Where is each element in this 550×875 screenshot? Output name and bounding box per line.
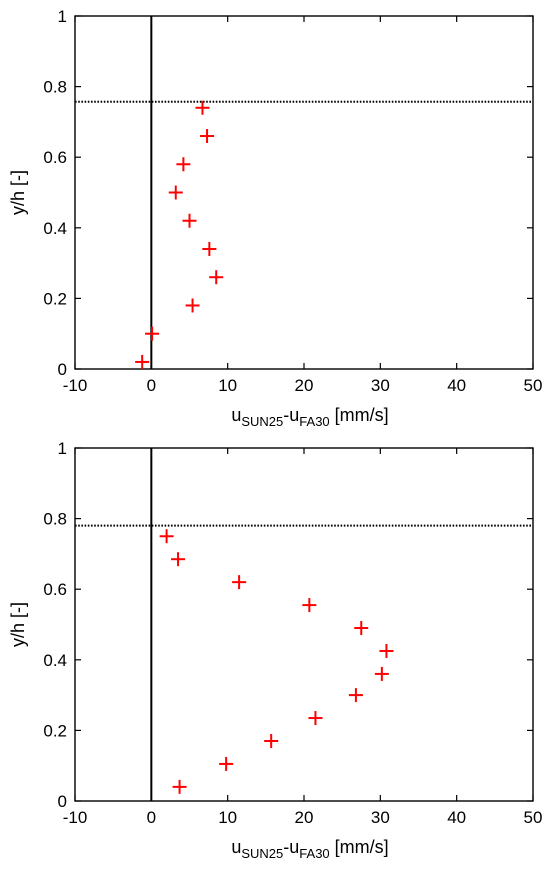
x-axis-label: uSUN25-uFA30 [mm/s] xyxy=(231,405,388,429)
x-axis-label-part: [mm/s] xyxy=(330,405,389,425)
x-tick-label: 40 xyxy=(447,376,466,395)
y-tick-label: 0.8 xyxy=(43,510,67,529)
y-tick-label: 0.6 xyxy=(43,148,67,167)
data-point xyxy=(202,241,217,256)
y-tick-label: 0.2 xyxy=(43,721,67,740)
x-tick-label: 20 xyxy=(295,808,314,827)
x-tick-label: -10 xyxy=(63,808,88,827)
data-point xyxy=(182,213,197,228)
y-tick-label: 0.6 xyxy=(43,580,67,599)
data-point xyxy=(168,185,183,200)
x-axis-label-subscript: SUN25 xyxy=(241,846,283,861)
y-tick-label: 0.2 xyxy=(43,289,67,308)
y-tick-label: 0 xyxy=(58,792,67,811)
data-point xyxy=(185,298,200,313)
data-point xyxy=(209,270,224,285)
data-point xyxy=(308,711,323,726)
x-axis-label-subscript: FA30 xyxy=(299,846,329,861)
y-tick-label: 0.4 xyxy=(43,651,67,670)
data-point xyxy=(172,779,187,794)
x-axis-label-part: u xyxy=(231,405,241,425)
x-tick-label: 0 xyxy=(147,376,156,395)
data-point xyxy=(379,643,394,658)
plot-frame xyxy=(74,15,534,370)
data-point xyxy=(200,129,215,144)
x-axis-label-subscript: FA30 xyxy=(299,414,329,429)
x-tick-label: 30 xyxy=(371,376,390,395)
x-axis-label-part: -u xyxy=(283,837,299,857)
y-tick-label: 0.8 xyxy=(43,78,67,97)
x-tick-label: 10 xyxy=(218,808,237,827)
x-axis-label-part: -u xyxy=(283,405,299,425)
x-tick-label: 0 xyxy=(147,808,156,827)
data-point xyxy=(232,575,247,590)
x-tick-label: 50 xyxy=(524,808,543,827)
x-axis-label-part: [mm/s] xyxy=(330,837,389,857)
x-tick-label: 10 xyxy=(218,376,237,395)
data-point xyxy=(159,529,174,544)
x-axis-label-part: u xyxy=(231,837,241,857)
x-tick-label: 20 xyxy=(295,376,314,395)
x-tick-label: 40 xyxy=(447,808,466,827)
y-tick-label: 1 xyxy=(58,439,67,458)
data-point xyxy=(135,354,150,369)
x-axis-label-subscript: SUN25 xyxy=(241,414,283,429)
y-tick-label: 1 xyxy=(58,7,67,26)
data-point xyxy=(195,100,210,115)
x-axis-label: uSUN25-uFA30 [mm/s] xyxy=(231,837,388,861)
data-point xyxy=(219,756,234,771)
y-tick-label: 0.4 xyxy=(43,219,67,238)
plot-frame xyxy=(74,447,534,802)
x-tick-label: 50 xyxy=(524,376,543,395)
y-axis-label: y/h [-] xyxy=(8,170,28,215)
data-point xyxy=(171,552,186,567)
y-axis-label: y/h [-] xyxy=(8,602,28,647)
data-point xyxy=(145,326,160,341)
x-tick-label: -10 xyxy=(63,376,88,395)
data-point xyxy=(302,598,317,613)
data-point xyxy=(176,157,191,172)
y-tick-label: 0 xyxy=(58,360,67,379)
data-point xyxy=(374,666,389,681)
x-tick-label: 30 xyxy=(371,808,390,827)
data-point xyxy=(264,733,279,748)
data-point xyxy=(354,621,369,636)
data-point xyxy=(348,688,363,703)
